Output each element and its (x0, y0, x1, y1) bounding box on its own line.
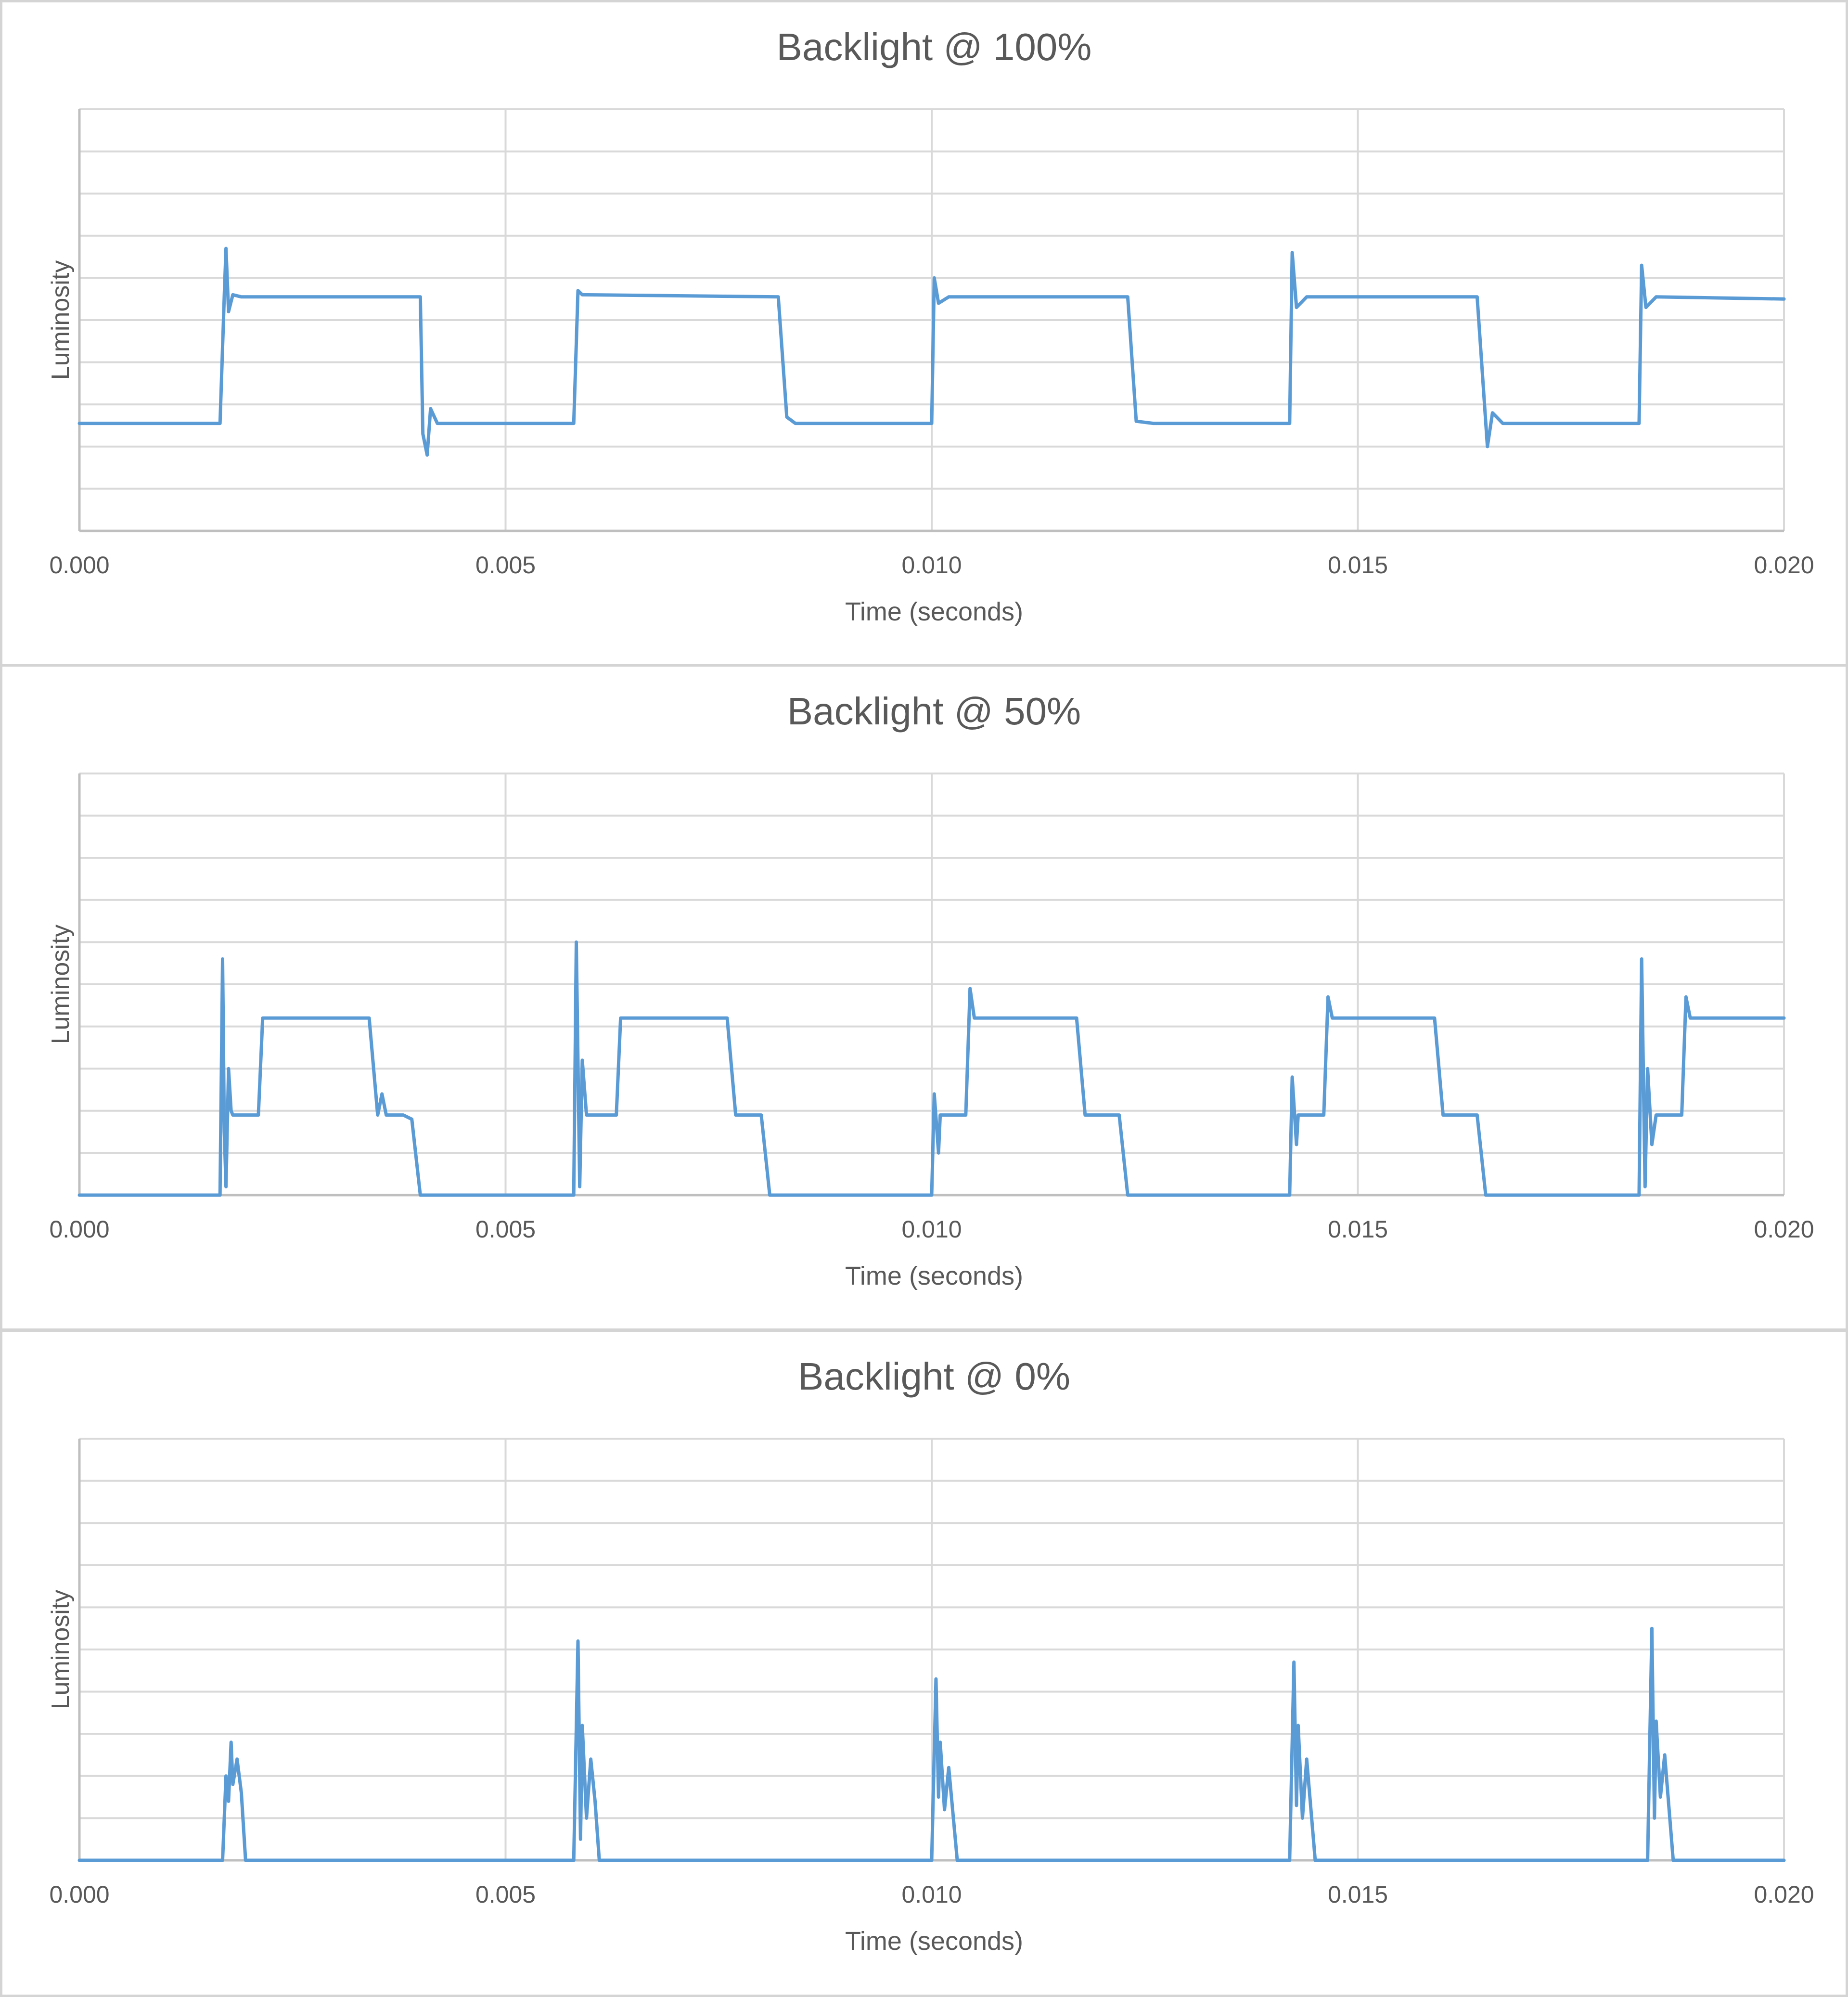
x-axis-label: Time (seconds) (845, 597, 1023, 626)
x-tick-label: 0.005 (475, 1216, 536, 1243)
x-tick-label: 0.020 (1754, 1216, 1814, 1243)
chart-0-svg: 0.000 0.005 0.010 0.015 0.020 Backlight @ 0% T… (47, 1355, 1814, 1956)
chart-panel-100: 0.000 0.005 0.010 0.015 0.020 Backlight @ 100… (0, 0, 1848, 666)
chart-panel-0: 0.000 0.005 0.010 0.015 0.020 Backlight @ 0% T… (0, 1329, 1848, 1997)
chart-title: Backlight @ 0% (798, 1355, 1070, 1398)
x-tick-label: 0.000 (49, 552, 109, 579)
x-tick-label: 0.020 (1754, 552, 1814, 579)
x-tick-label: 0.015 (1328, 552, 1388, 579)
y-axis-label: Luminosity (47, 925, 75, 1044)
x-tick-label: 0.010 (901, 1881, 962, 1908)
x-tick-label: 0.010 (901, 552, 962, 579)
chart-100-svg: 0.000 0.005 0.010 0.015 0.020 Backlight @ 100… (47, 26, 1814, 626)
chart-50-svg: 0.000 0.005 0.010 0.015 0.020 Backlight @ 50%… (47, 690, 1814, 1290)
x-tick-label: 0.015 (1328, 1881, 1388, 1908)
luminosity-series-line (77, 246, 1786, 457)
x-axis-label: Time (seconds) (845, 1927, 1023, 1956)
chart-panel-50: 0.000 0.005 0.010 0.015 0.020 Backlight @ 50%… (0, 664, 1848, 1331)
x-tick-label: 0.010 (901, 1216, 962, 1243)
chart-title: Backlight @ 50% (787, 690, 1081, 733)
x-tick-label: 0.000 (49, 1881, 109, 1908)
chart-title: Backlight @ 100% (777, 26, 1092, 68)
x-tick-label: 0.005 (475, 552, 536, 579)
y-axis-label: Luminosity (47, 1590, 75, 1710)
y-axis-label: Luminosity (47, 260, 75, 380)
x-axis-label: Time (seconds) (845, 1262, 1023, 1290)
luminosity-series-line (77, 940, 1786, 1197)
x-tick-label: 0.005 (475, 1881, 536, 1908)
x-tick-label: 0.000 (49, 1216, 109, 1243)
x-tick-label: 0.020 (1754, 1881, 1814, 1908)
luminosity-series-line (77, 1626, 1786, 1862)
x-tick-label: 0.015 (1328, 1216, 1388, 1243)
